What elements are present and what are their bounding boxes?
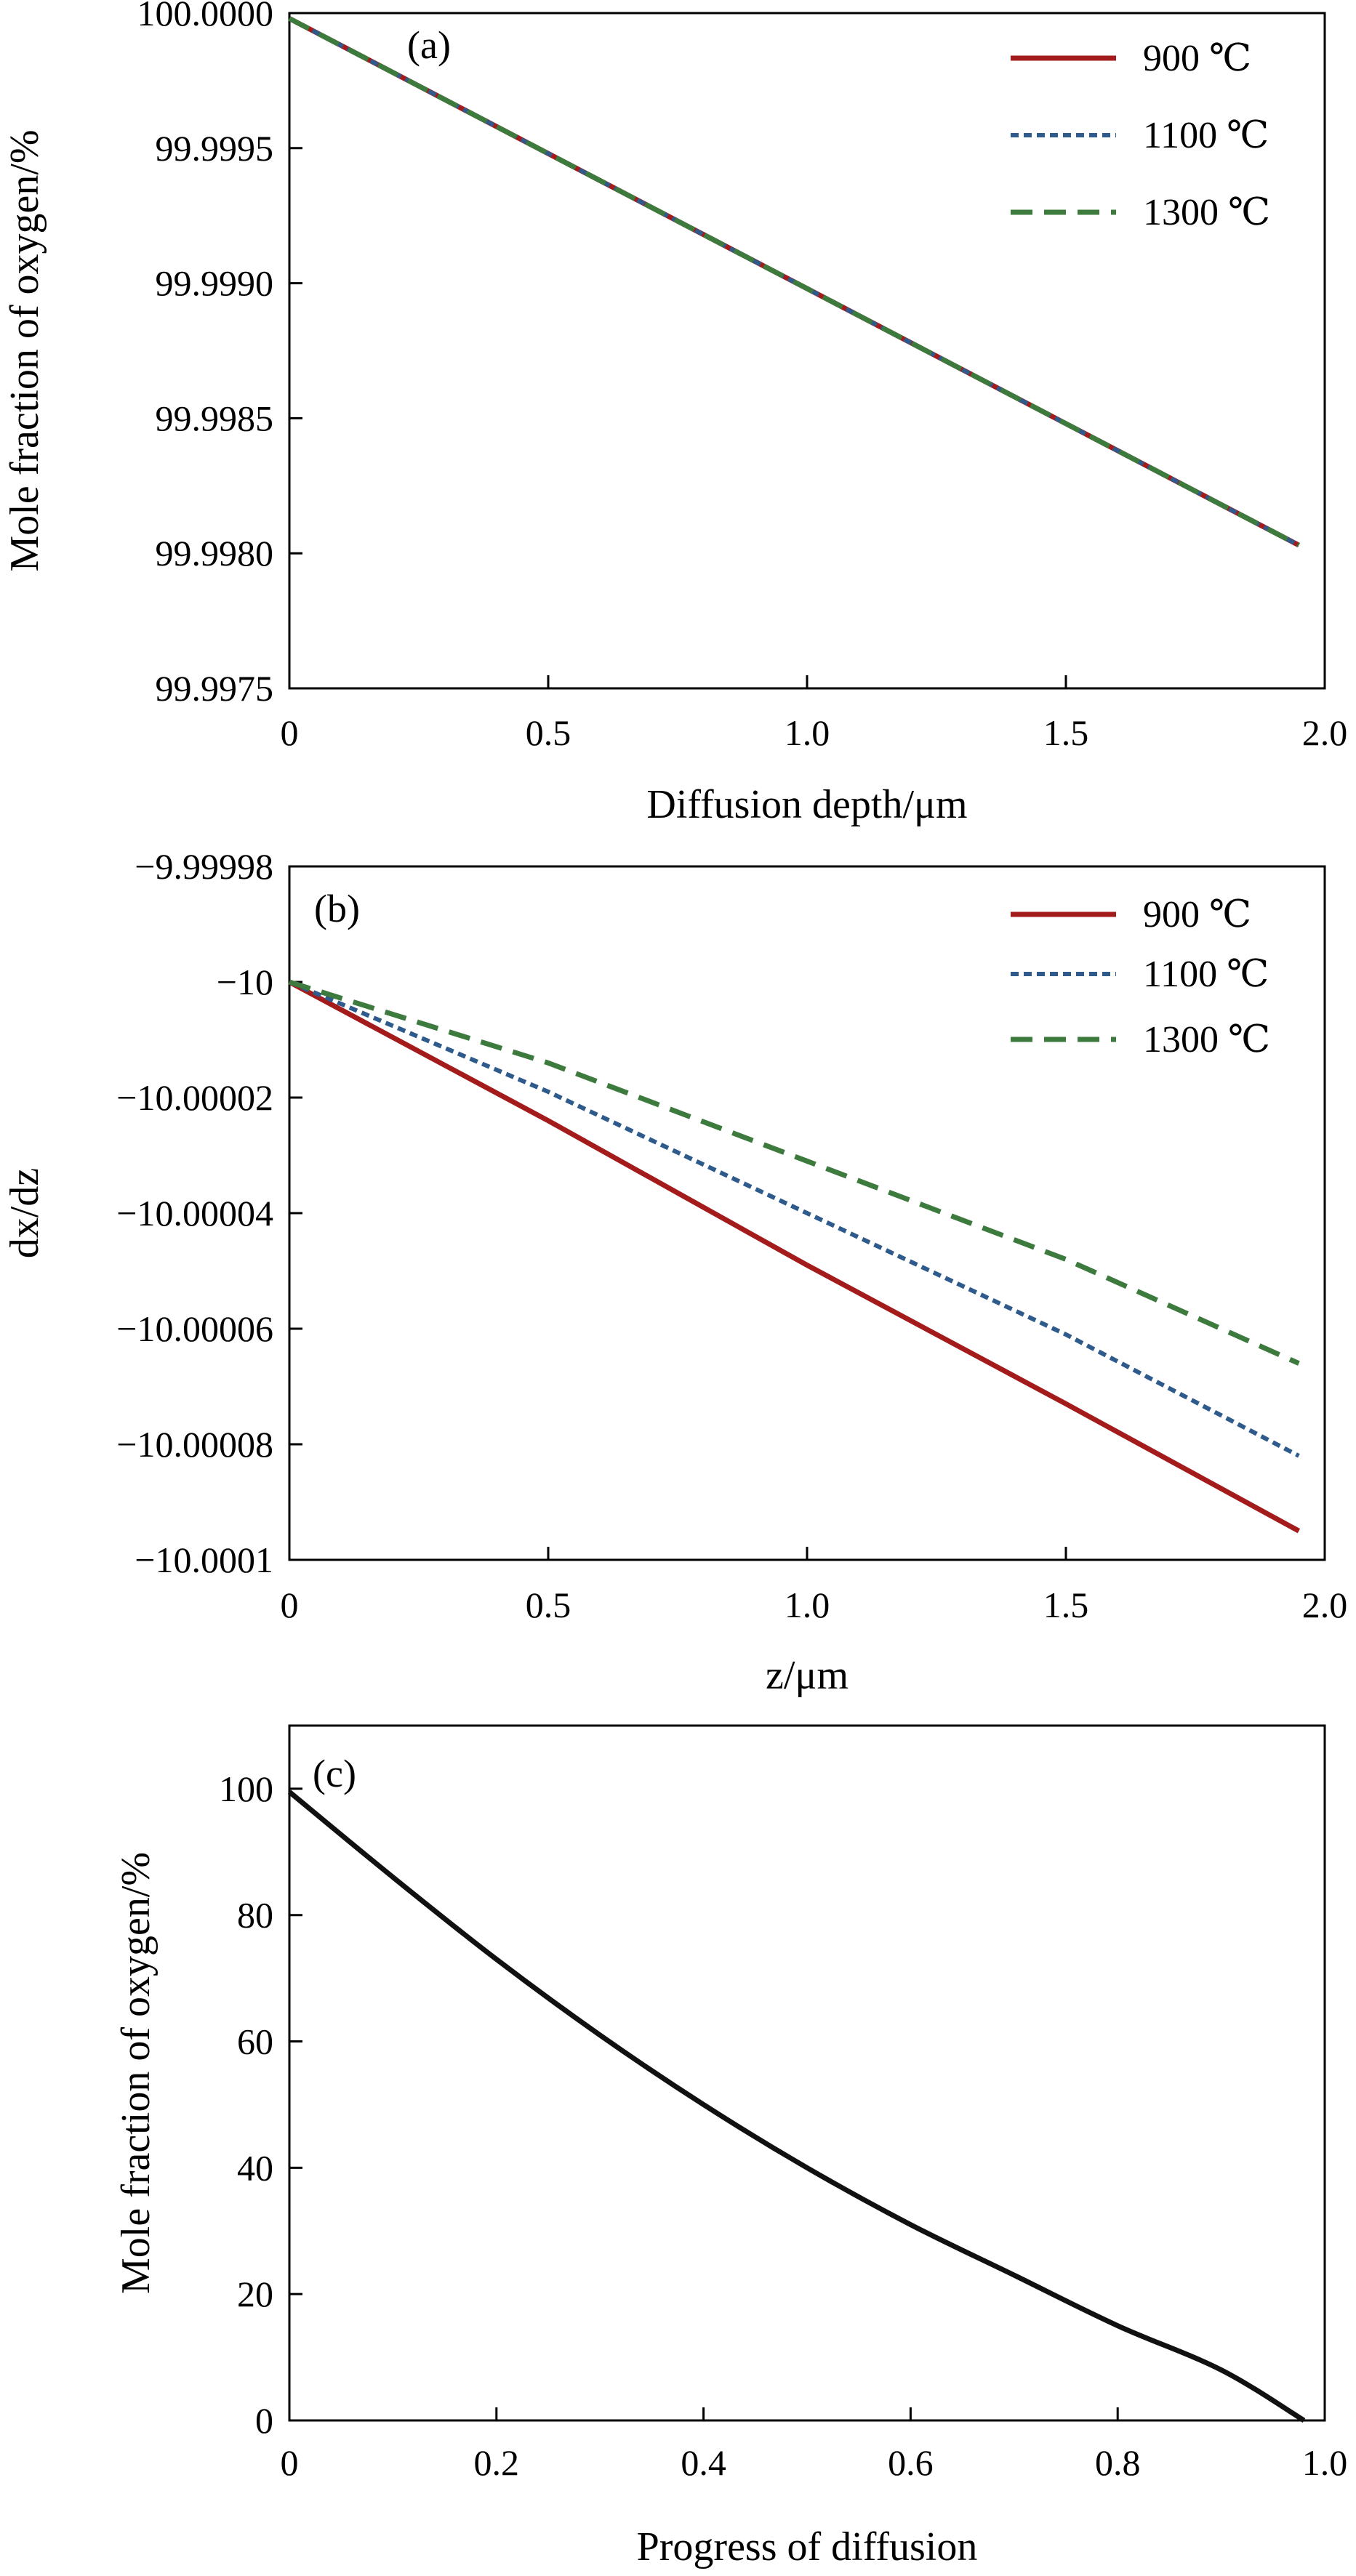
x-tick-label: 0: [281, 2442, 299, 2483]
y-tick-label: 99.9980: [156, 533, 274, 573]
x-tick-label: 0.5: [526, 1585, 571, 1625]
y-tick-label: −10: [217, 962, 273, 1002]
y-tick-label: −10.00004: [116, 1193, 273, 1233]
y-axis-label: Mole fraction of oxygen/%: [113, 1852, 159, 2294]
series-line-c: [287, 1790, 1306, 2423]
x-tick-label: 1.0: [785, 1585, 830, 1625]
plot-frame: [288, 1724, 1326, 2422]
y-axis-label: Mole fraction of oxygen/%: [2, 129, 47, 571]
y-tick-label: 99.9985: [156, 398, 274, 438]
panel-label: (a): [407, 23, 451, 67]
series-line-1100: [288, 980, 1300, 1458]
x-tick-label: 1.5: [1043, 1585, 1089, 1625]
x-axis-label: Diffusion depth/μm: [646, 782, 967, 827]
y-axis-label: dx/dz: [2, 1168, 47, 1258]
y-tick-label: 99.9995: [156, 128, 274, 169]
legend-label-1100: 1100 ℃: [1143, 115, 1269, 156]
x-tick-label: 0.6: [888, 2442, 934, 2483]
y-tick-label: 100: [219, 1768, 273, 1809]
y-tick-label: 60: [237, 2021, 273, 2062]
y-tick-label: 0: [255, 2400, 273, 2441]
y-tick-label: 100.0000: [137, 0, 274, 33]
x-tick-label: 1.5: [1043, 712, 1089, 753]
x-tick-label: 0.2: [474, 2442, 520, 2483]
series-line-900: [288, 979, 1301, 1534]
panel-label: (c): [313, 1752, 356, 1795]
y-tick-label: 99.9990: [156, 263, 274, 304]
chart-panel-c: 0 0.2 0.4 0.6 0.8 1.0 0 20 40 60 80 100 Progress of …: [113, 1724, 1348, 2569]
series-line-1300: [288, 979, 1300, 1366]
x-tick-label: 0.4: [681, 2442, 726, 2483]
chart-panel-a: 0 0.5 1.0 1.5 2.0 99.9975 99.9980 99.9985 99.999…: [2, 0, 1347, 827]
x-tick-label: 1.0: [785, 712, 830, 753]
y-tick-label: 40: [237, 2147, 273, 2188]
legend-label-900: 900 ℃: [1143, 894, 1251, 935]
x-tick-label: 2.0: [1302, 1585, 1348, 1625]
y-tick-label: −10.0001: [135, 1539, 273, 1580]
x-tick-label: 0: [281, 712, 299, 753]
panel-label: (b): [314, 887, 360, 930]
chart-panel-b: 0 0.5 1.0 1.5 2.0 −10.0001 −10.00008 −10.00006 −…: [2, 846, 1347, 1698]
legend-label-1300: 1300 ℃: [1143, 1019, 1270, 1060]
y-tick-label: −10.00002: [116, 1077, 273, 1118]
x-tick-label: 0.5: [526, 712, 571, 753]
x-tick-label: 0.8: [1095, 2442, 1141, 2483]
x-tick-label: 2.0: [1302, 712, 1348, 753]
y-tick-label: −10.00008: [116, 1424, 273, 1465]
legend-label-1300: 1300 ℃: [1143, 192, 1270, 233]
x-axis-label: Progress of diffusion: [637, 2524, 978, 2569]
x-tick-label: 0: [281, 1585, 299, 1625]
legend-label-1100: 1100 ℃: [1143, 954, 1269, 995]
series-line-1300: [288, 16, 1301, 548]
y-tick-label: 20: [237, 2274, 273, 2314]
x-tick-label: 1.0: [1302, 2442, 1348, 2483]
y-tick-label: 80: [237, 1895, 273, 1936]
legend-label-900: 900 ℃: [1143, 38, 1251, 79]
y-tick-label: −9.99998: [135, 846, 273, 887]
y-tick-label: −10.00006: [116, 1308, 273, 1349]
y-tick-label: 99.9975: [156, 668, 274, 709]
x-axis-label: z/μm: [766, 1653, 848, 1698]
